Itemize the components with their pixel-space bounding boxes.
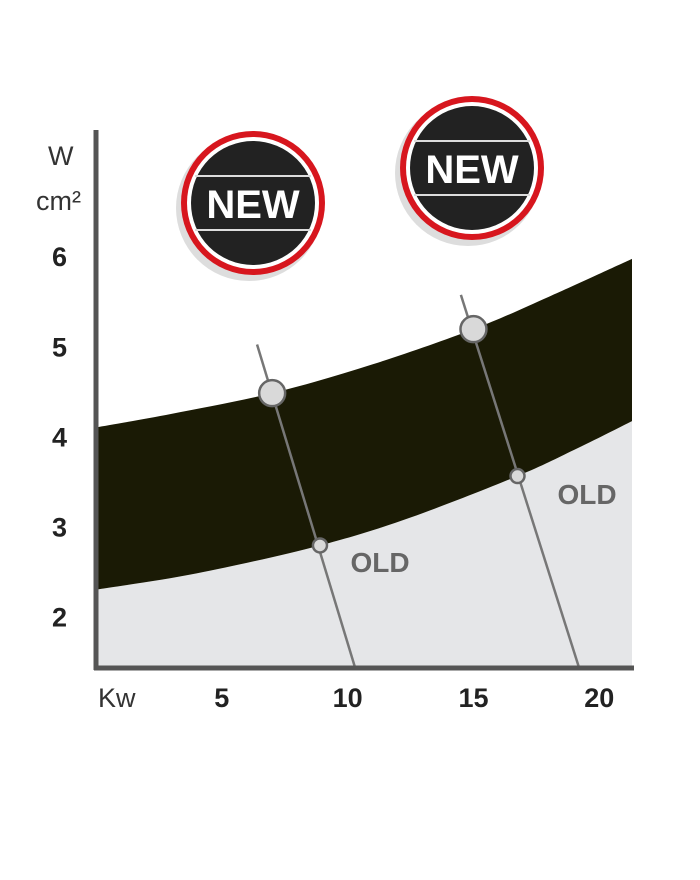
- new-old-band: [96, 258, 632, 590]
- x-tick-label: 10: [333, 683, 363, 713]
- badge-fill: [410, 106, 534, 230]
- old-label: OLD: [557, 479, 616, 510]
- old-marker: [509, 467, 526, 485]
- x-tick-label: 15: [458, 683, 488, 713]
- y-tick-label: 5: [52, 332, 67, 362]
- y-tick-label: 6: [52, 242, 67, 272]
- new-badge-text: NEW: [206, 183, 300, 227]
- old-marker: [311, 537, 329, 554]
- new-badge: NEW: [395, 96, 544, 246]
- badge-fill: [191, 141, 315, 265]
- x-tick-label: 5: [214, 683, 229, 713]
- lower-area: [96, 421, 632, 668]
- y-tick-label: 3: [52, 513, 67, 543]
- x-unit: Kw: [98, 683, 136, 713]
- x-tick-label: 20: [584, 683, 614, 713]
- new-badge: NEW: [176, 131, 325, 281]
- new-marker: [459, 314, 488, 344]
- new-marker: [257, 378, 287, 408]
- y-tick-label: 4: [52, 422, 67, 452]
- old-label: OLD: [350, 547, 409, 578]
- new-badge-text: NEW: [425, 148, 519, 192]
- y-unit-bottom: cm²: [36, 186, 81, 216]
- y-tick-label: 2: [52, 603, 67, 633]
- y-unit-top: W: [48, 141, 74, 171]
